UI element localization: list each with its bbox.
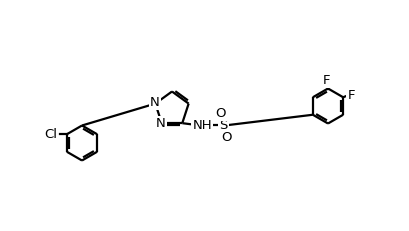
Text: F: F [346,89,354,102]
Text: N: N [150,96,160,109]
Text: O: O [220,131,231,144]
Text: NH: NH [192,119,211,132]
Text: N: N [156,117,165,131]
Text: S: S [218,119,227,132]
Text: Cl: Cl [44,128,57,140]
Text: O: O [214,107,225,120]
Text: F: F [322,74,330,87]
